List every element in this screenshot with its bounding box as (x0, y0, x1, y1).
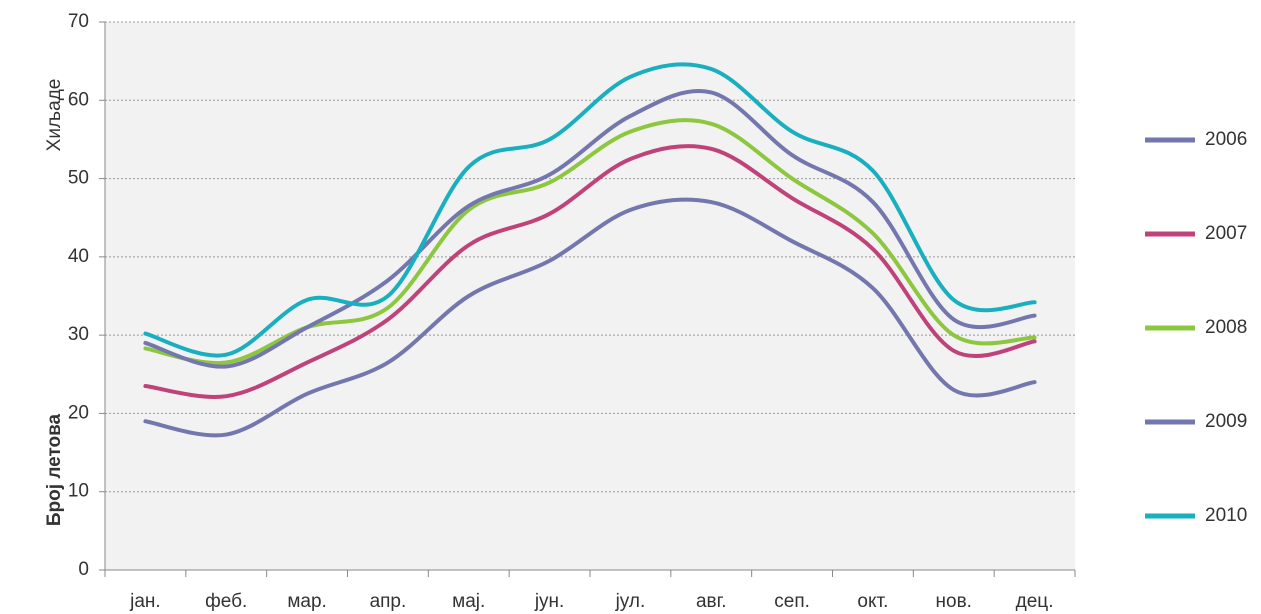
series-line (143, 144, 1037, 399)
y-tick-label: 10 (68, 481, 89, 502)
x-tick-label: мај. (452, 591, 485, 612)
legend-label: 2010 (1205, 505, 1247, 526)
y-tick-label: 40 (68, 246, 89, 267)
x-tick-label: јул. (615, 591, 646, 612)
x-tick-label: јун. (534, 591, 565, 612)
x-tick-label: авг. (696, 591, 727, 612)
legend-label: 2009 (1205, 411, 1247, 432)
legend-label: 2007 (1205, 223, 1247, 244)
series-line (143, 197, 1037, 438)
x-tick-label: дец. (1016, 591, 1054, 612)
series-line (143, 62, 1037, 358)
y-axis-unit: Хиљаде (44, 79, 65, 152)
y-tick-label: 0 (78, 559, 89, 580)
legend-label: 2006 (1205, 129, 1247, 150)
x-tick-label: феб. (205, 591, 247, 612)
y-tick-label: 70 (68, 11, 89, 32)
plot-area (105, 22, 1075, 570)
y-tick-label: 50 (68, 168, 89, 189)
x-tick-label: апр. (370, 591, 407, 612)
series-line (143, 89, 1037, 369)
x-tick-label: јан. (129, 591, 161, 612)
y-tick-label: 30 (68, 324, 89, 345)
y-tick-label: 20 (68, 402, 89, 423)
x-tick-label: мар. (287, 591, 326, 612)
legend-label: 2008 (1205, 317, 1247, 338)
x-tick-label: сеп. (774, 591, 810, 612)
y-tick-label: 60 (68, 89, 89, 110)
x-tick-label: нов. (936, 591, 972, 612)
x-tick-label: окт. (857, 591, 888, 612)
y-axis-title: Број летова (44, 413, 65, 526)
